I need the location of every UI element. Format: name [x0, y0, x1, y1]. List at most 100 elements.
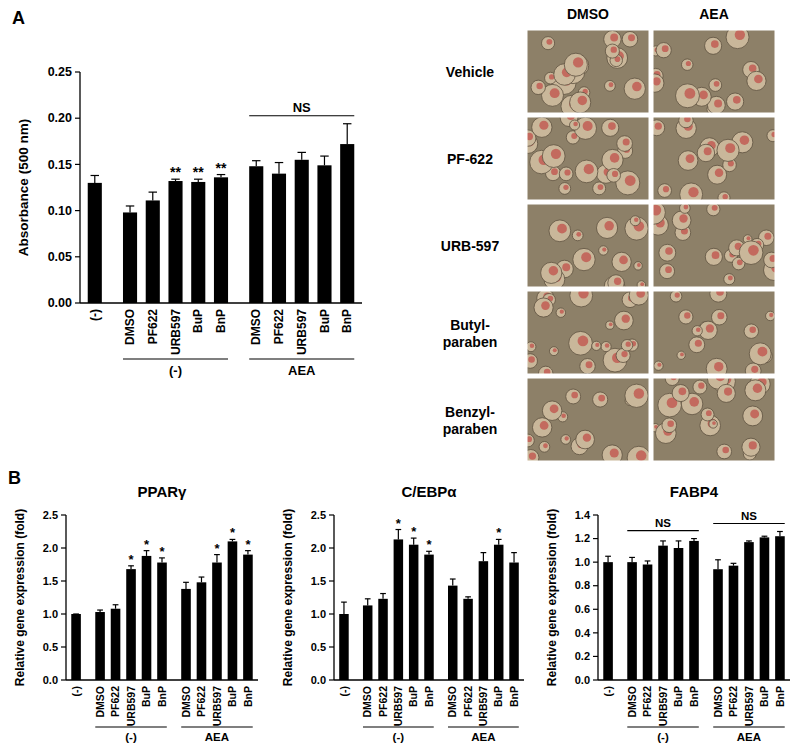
error-bar [320, 156, 328, 165]
bracket-line [627, 530, 699, 531]
cell [601, 342, 611, 352]
bar [674, 548, 684, 680]
row-label: Benzyl-paraben [443, 404, 497, 437]
lipid-droplet [636, 291, 645, 298]
error-stem [662, 541, 663, 546]
bar [340, 144, 354, 303]
cell [532, 418, 551, 437]
bracket-label: NS [293, 100, 311, 115]
micrograph-frame [527, 378, 649, 461]
significance: * [230, 525, 236, 540]
lipid-droplet [625, 175, 636, 186]
y-tick-label: 1.0 [311, 608, 326, 620]
lipid-droplet [573, 57, 583, 67]
lipid-droplet [716, 291, 724, 296]
bar [249, 166, 263, 303]
y-tick-label: 0.10 [48, 204, 72, 218]
lipid-droplet [557, 224, 567, 234]
row-label-line: paraben [443, 421, 497, 437]
error-stem [278, 163, 279, 174]
y-axis [597, 515, 598, 680]
lipid-droplet [604, 221, 614, 231]
error-cap [73, 613, 79, 614]
cell [549, 220, 571, 242]
lipid-droplet [657, 363, 661, 367]
y-tick [593, 656, 598, 657]
lipid-droplet [549, 266, 559, 276]
x-tick-label: PF622 [641, 686, 653, 717]
cell [672, 211, 691, 230]
cell [612, 252, 631, 271]
significance: * [426, 537, 432, 552]
cell [705, 248, 722, 265]
error-stem [452, 579, 453, 586]
y-tick-label: 2.0 [43, 542, 58, 554]
y-tick [329, 580, 334, 581]
y-tick [61, 580, 66, 581]
column-header: AEA [699, 6, 729, 22]
micrograph [653, 378, 775, 461]
error-stem [324, 156, 325, 165]
group-label: AEA [205, 731, 229, 743]
lipid-droplet [662, 45, 669, 52]
bar [378, 599, 388, 680]
lipid-droplet [610, 153, 620, 163]
y-tick-label: 0.6 [575, 603, 590, 615]
bar [713, 569, 723, 680]
y-tick [329, 646, 334, 647]
lipid-droplet [679, 214, 687, 222]
x-tick-label: DMSO [446, 686, 458, 718]
bar [689, 541, 699, 680]
bar [111, 609, 121, 680]
y-tick [329, 514, 334, 515]
bar [394, 539, 404, 680]
cell [627, 446, 649, 461]
lipid-droplet [578, 336, 589, 347]
error-bar [660, 541, 666, 546]
lipid-droplet [541, 301, 550, 310]
significance: * [159, 544, 165, 559]
cell [592, 341, 601, 350]
error-stem [152, 192, 153, 200]
error-bar [149, 192, 157, 200]
y-tick [329, 613, 334, 614]
cell [717, 444, 732, 459]
x-tick-label: PF622 [109, 686, 121, 717]
micrograph [527, 117, 649, 200]
cell [653, 74, 664, 92]
lipid-droplet [598, 184, 604, 190]
lipid-droplet [640, 282, 644, 286]
bar [295, 160, 309, 303]
y-tick-label: 1.0 [43, 608, 58, 620]
lipid-droplet [675, 292, 680, 297]
lipid-droplet [665, 266, 672, 273]
error-cap [481, 552, 487, 553]
lipid-droplet [619, 256, 628, 265]
error-cap [341, 602, 347, 603]
error-cap [746, 540, 752, 541]
x-tick-label: URB597 [169, 309, 183, 355]
x-tick-label: BnP [774, 686, 786, 707]
cell [662, 418, 677, 433]
cell [566, 389, 581, 404]
x-tick-label: DMSO [123, 309, 137, 345]
marks [71, 539, 252, 680]
lipid-droplet [748, 245, 759, 256]
group-line [95, 726, 167, 727]
significance: * [396, 516, 402, 531]
bar [729, 566, 739, 680]
error-stem [301, 152, 302, 159]
error-cap [97, 609, 103, 610]
cell [556, 308, 565, 317]
x-tick-label: BuP [226, 686, 238, 707]
y-tick [593, 514, 598, 515]
significance: * [129, 552, 135, 567]
lipid-droplet [612, 171, 618, 177]
lipid-droplet [699, 91, 708, 100]
cell [679, 310, 693, 324]
lipid-droplet [740, 135, 749, 144]
marks [88, 124, 355, 303]
lipid-droplet [684, 88, 695, 99]
lipid-droplet [608, 122, 616, 130]
error-cap [380, 593, 386, 594]
